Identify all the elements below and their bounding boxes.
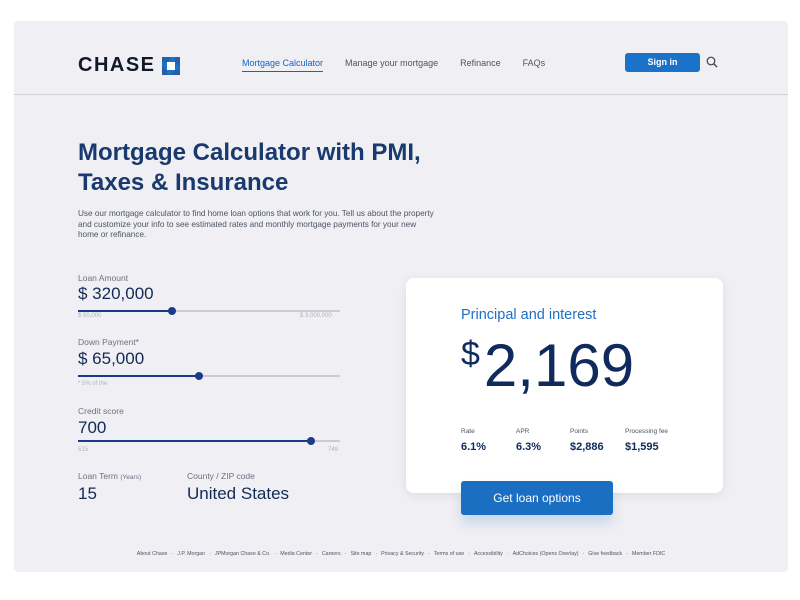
loan-term-value[interactable]: 15 [78,484,97,503]
processing-fee-label: Processing fee [625,428,668,435]
footer-link[interactable]: J.P. Morgan [177,551,206,557]
credit-score-slider[interactable] [78,437,340,445]
footer-link[interactable]: Site map [350,551,372,557]
footer-link[interactable]: Media Center [280,551,313,557]
down-payment-fill [78,375,199,377]
credit-score-label: Credit score [78,406,124,416]
result-card: Principal and interest $ 2,169 Rate 6.1%… [406,278,723,493]
loan-amount-fill [78,310,173,312]
points-value: $2,886 [570,441,604,453]
footer-separator: · [274,551,277,557]
location-label: County / ZIP code [187,471,255,481]
nav-mortgage-calculator[interactable]: Mortgage Calculator [242,58,324,72]
loan-amount-max: $ 3,000,000 [300,313,332,319]
loan-amount-handle[interactable] [168,307,177,315]
footer-link[interactable]: JPMorgan Chase & Co. [214,551,271,557]
footer-separator: · [375,551,378,557]
apr-label: APR [516,428,530,435]
loan-amount-value[interactable]: $ 320,000 [78,284,154,303]
footer-link[interactable]: Give feedback [588,551,623,557]
location-value[interactable]: United States [187,484,290,503]
payment-amount: 2,169 [483,332,635,399]
processing-fee-value: $1,595 [625,441,659,453]
credit-score-handle[interactable] [307,437,316,445]
rate-label: Rate [461,428,475,435]
down-payment-handle[interactable] [194,372,203,380]
footer-separator: · [626,551,628,557]
credit-score-min: 515 [78,447,89,453]
loan-amount-min: $ 50,000 [78,313,102,319]
credit-score-max: 749 [328,447,339,453]
footer-separator: · [428,551,430,557]
loan-term-label-text: Loan Term [78,471,119,481]
footer-link[interactable]: Terms of use [433,551,465,557]
footer-link[interactable]: About Chase [136,551,168,557]
footer-separator: · [506,551,509,557]
footer-link[interactable]: Accessibility [473,551,503,557]
site-header: CHASE Mortgage Calculator Manage your mo… [14,21,788,95]
down-payment-label: Down Payment* [78,337,139,347]
down-payment-slider[interactable] [78,372,340,380]
chase-octagon-icon [161,56,180,75]
footer-separator: · [468,551,470,557]
apr-value: 6.3% [516,441,542,453]
nav-refinance[interactable]: Refinance [460,58,501,68]
loan-amount-label: Loan Amount [78,273,129,283]
points-label: Points [570,428,589,435]
loan-amount-slider[interactable] [78,307,340,315]
footer-separator: · [171,551,174,557]
sign-in-button[interactable]: Sign in [625,53,700,72]
footer-links: About Chase · J.P. Morgan · JPMorgan Chase &… [14,551,788,557]
page-title-line-1: Mortgage Calculator with PMI, [78,139,421,166]
footer-link[interactable]: AdChoices (Opens Overlay) [512,551,579,557]
footer-separator: · [582,551,585,557]
monthly-payment: $ 2,169 [461,330,634,402]
loan-term-label: Loan Term (Years) [78,471,141,481]
footer-separator: · [316,551,318,557]
footer-separator: · [209,551,211,557]
footer-link[interactable]: Privacy & Security [381,551,425,557]
footer-link[interactable]: Member FDIC [631,551,666,557]
brand-name: CHASE [78,54,156,76]
search-icon[interactable] [706,56,718,68]
credit-score-fill [78,440,312,442]
nav-manage-mortgage[interactable]: Manage your mortgage [345,58,439,68]
credit-score-value[interactable]: 700 [78,418,107,437]
nav-faqs[interactable]: FAQs [522,58,546,68]
page-title: Mortgage Calculator with PMI, Taxes & In… [78,138,478,198]
currency-symbol: $ [461,335,480,373]
intro-text: Use our mortgage calculator to find home… [78,209,434,239]
down-payment-value[interactable]: $ 65,000 [78,349,145,368]
main-nav: Mortgage Calculator Manage your mortgage… [242,58,567,72]
footer-separator: · [344,551,347,557]
loan-term-unit: (Years) [120,474,142,481]
browser-window: CHASE Mortgage Calculator Manage your mo… [14,21,788,572]
down-payment-hint: * 5% of the [78,381,108,387]
chase-logo[interactable]: CHASE [78,54,180,77]
result-title: Principal and interest [461,307,597,323]
footer-link[interactable]: Careers [321,551,341,557]
get-loan-options-button[interactable]: Get loan options [461,481,613,515]
page-title-line-2: Taxes & Insurance [78,169,289,196]
rate-value: 6.1% [461,441,487,453]
